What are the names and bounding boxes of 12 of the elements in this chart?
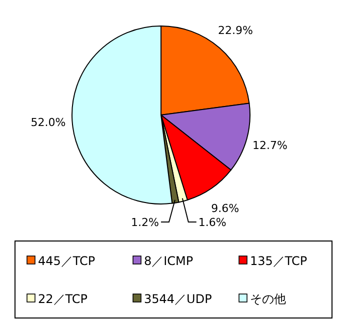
legend-label: 135／TCP <box>250 254 308 268</box>
data-label: 1.2% <box>131 216 159 229</box>
legend-label: 3544／UDP <box>144 292 212 306</box>
legend-label: 8／ICMP <box>144 254 194 268</box>
data-label: 9.6% <box>211 202 240 216</box>
data-label: 22.9% <box>218 24 253 38</box>
data-label: 1.6% <box>198 216 226 229</box>
legend-label: 22／TCP <box>38 292 88 306</box>
legend-label: 445／TCP <box>38 254 96 268</box>
data-label: 52.0% <box>30 116 66 130</box>
data-label: 12.7% <box>252 138 288 152</box>
legend-label: その他 <box>250 292 286 306</box>
